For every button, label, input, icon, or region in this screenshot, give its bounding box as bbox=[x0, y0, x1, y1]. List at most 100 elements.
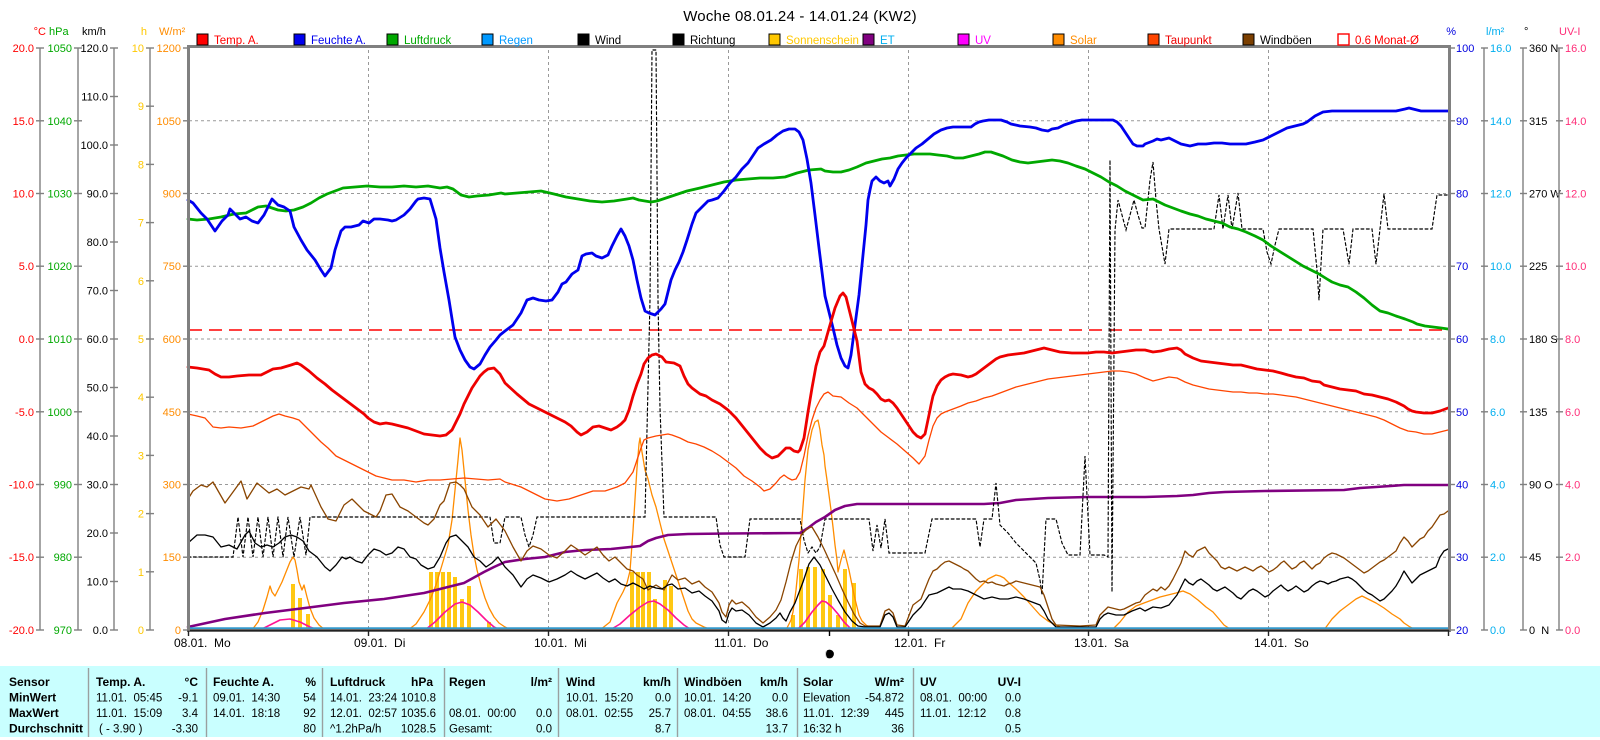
svg-text:16.0: 16.0 bbox=[1565, 43, 1586, 55]
svg-text:270 W: 270 W bbox=[1529, 189, 1561, 201]
svg-text:300: 300 bbox=[163, 480, 181, 492]
svg-text:0.8: 0.8 bbox=[1005, 708, 1021, 720]
svg-text:10.01. 15:20: 10.01. 15:20 bbox=[566, 693, 633, 705]
svg-text:90.0: 90.0 bbox=[87, 189, 108, 201]
svg-text:08.01. Mo: 08.01. Mo bbox=[174, 636, 231, 650]
svg-text:0: 0 bbox=[138, 625, 144, 637]
svg-text:km/h: km/h bbox=[643, 675, 671, 689]
svg-text:0.0: 0.0 bbox=[655, 693, 671, 705]
svg-text:08.01. 00:00: 08.01. 00:00 bbox=[449, 708, 516, 720]
svg-text:0.0: 0.0 bbox=[536, 708, 552, 720]
svg-text:20.0: 20.0 bbox=[87, 528, 108, 540]
svg-text:20: 20 bbox=[1456, 625, 1468, 637]
svg-text:54: 54 bbox=[303, 693, 316, 705]
svg-text:0.0: 0.0 bbox=[536, 724, 552, 736]
svg-text:135: 135 bbox=[1529, 407, 1547, 419]
svg-text:8.0: 8.0 bbox=[1490, 334, 1505, 346]
svg-text:16.0: 16.0 bbox=[1490, 43, 1511, 55]
svg-text:6.0: 6.0 bbox=[1490, 407, 1505, 419]
svg-text:11.01. 12:39: 11.01. 12:39 bbox=[803, 708, 869, 720]
svg-text:-15.0: -15.0 bbox=[9, 552, 34, 564]
svg-text:1020: 1020 bbox=[48, 261, 72, 273]
svg-text:70.0: 70.0 bbox=[87, 286, 108, 298]
svg-text:1030: 1030 bbox=[48, 189, 72, 201]
svg-text:0.5: 0.5 bbox=[1005, 724, 1021, 736]
svg-text:990: 990 bbox=[54, 480, 72, 492]
svg-text:14.0: 14.0 bbox=[1565, 116, 1586, 128]
svg-text:10.0: 10.0 bbox=[87, 577, 108, 589]
svg-text:09.01. 14:30: 09.01. 14:30 bbox=[213, 693, 280, 705]
svg-text:36: 36 bbox=[891, 724, 904, 736]
svg-text:1050: 1050 bbox=[48, 43, 72, 55]
svg-text:08.01. 02:55: 08.01. 02:55 bbox=[566, 708, 633, 720]
svg-text:^1.2hPa/h: ^1.2hPa/h bbox=[330, 724, 381, 736]
svg-text:9: 9 bbox=[138, 101, 144, 113]
svg-text:600: 600 bbox=[163, 334, 181, 346]
svg-text:2.0: 2.0 bbox=[1490, 552, 1505, 564]
svg-text:Temp. A.: Temp. A. bbox=[214, 35, 259, 47]
svg-text:225: 225 bbox=[1529, 261, 1547, 273]
svg-text:11.01. 05:45: 11.01. 05:45 bbox=[96, 693, 162, 705]
svg-text:km/h: km/h bbox=[82, 26, 106, 38]
svg-text:UV-I: UV-I bbox=[998, 675, 1021, 689]
svg-text:0.0: 0.0 bbox=[1005, 693, 1021, 705]
svg-text:Elevation: Elevation bbox=[803, 693, 850, 705]
svg-text:30.0: 30.0 bbox=[87, 480, 108, 492]
svg-text:1010: 1010 bbox=[48, 334, 72, 346]
svg-text:70: 70 bbox=[1456, 261, 1468, 273]
svg-text:Woche 08.01.24 - 14.01.24 (KW2: Woche 08.01.24 - 14.01.24 (KW2) bbox=[683, 8, 917, 25]
svg-text:UV: UV bbox=[920, 675, 937, 689]
svg-text:0.0: 0.0 bbox=[1490, 625, 1505, 637]
svg-text:hPa: hPa bbox=[411, 675, 433, 689]
svg-text:10: 10 bbox=[132, 43, 144, 55]
svg-text:l/m²: l/m² bbox=[1486, 26, 1505, 38]
svg-text:4.0: 4.0 bbox=[1490, 480, 1505, 492]
svg-text:1200: 1200 bbox=[157, 43, 181, 55]
svg-text:2: 2 bbox=[138, 509, 144, 521]
svg-text:Luftdruck: Luftdruck bbox=[404, 35, 452, 47]
svg-text:92: 92 bbox=[303, 708, 316, 720]
svg-text:180 S: 180 S bbox=[1529, 334, 1558, 346]
svg-text:Windböen: Windböen bbox=[1260, 35, 1312, 47]
svg-text:h: h bbox=[141, 26, 147, 38]
svg-text:40.0: 40.0 bbox=[87, 431, 108, 443]
svg-text:0.0: 0.0 bbox=[1565, 625, 1580, 637]
svg-text:Temp. A.: Temp. A. bbox=[96, 675, 145, 689]
svg-text:6.0: 6.0 bbox=[1565, 407, 1580, 419]
svg-text:11.01. Do: 11.01. Do bbox=[714, 636, 769, 650]
svg-text:hPa: hPa bbox=[49, 26, 69, 38]
svg-text:3: 3 bbox=[138, 450, 144, 462]
svg-text:0.0: 0.0 bbox=[93, 625, 108, 637]
svg-text:11.01. 15:09: 11.01. 15:09 bbox=[96, 708, 162, 720]
svg-text:Windböen: Windböen bbox=[684, 675, 742, 689]
svg-text:-9.1: -9.1 bbox=[178, 693, 198, 705]
svg-text:Feuchte A.: Feuchte A. bbox=[213, 675, 274, 689]
svg-text:3.4: 3.4 bbox=[182, 708, 199, 720]
svg-text:Wind: Wind bbox=[566, 675, 595, 689]
svg-text:150: 150 bbox=[163, 552, 181, 564]
svg-text:Solar: Solar bbox=[1070, 35, 1097, 47]
svg-text:15.0: 15.0 bbox=[13, 116, 34, 128]
svg-text:13.7: 13.7 bbox=[766, 724, 788, 736]
svg-text:80: 80 bbox=[303, 724, 316, 736]
svg-text:45: 45 bbox=[1529, 552, 1541, 564]
svg-text:Feuchte A.: Feuchte A. bbox=[311, 35, 366, 47]
svg-text:90 O: 90 O bbox=[1529, 480, 1553, 492]
svg-text:Sonnenschein: Sonnenschein bbox=[786, 35, 859, 47]
svg-text:1010.8: 1010.8 bbox=[401, 693, 436, 705]
svg-text:°C: °C bbox=[34, 26, 46, 38]
svg-text:4.0: 4.0 bbox=[1565, 480, 1580, 492]
svg-text:30: 30 bbox=[1456, 552, 1468, 564]
svg-text:100.0: 100.0 bbox=[80, 140, 108, 152]
svg-text:Wind: Wind bbox=[595, 35, 621, 47]
svg-text:10.0: 10.0 bbox=[1565, 261, 1586, 273]
svg-text:10.0: 10.0 bbox=[13, 189, 34, 201]
svg-text:970: 970 bbox=[54, 625, 72, 637]
svg-text:( - 3.90 ): ( - 3.90 ) bbox=[99, 724, 143, 736]
svg-text:60: 60 bbox=[1456, 334, 1468, 346]
svg-text:14.0: 14.0 bbox=[1490, 116, 1511, 128]
svg-text:100: 100 bbox=[1456, 43, 1474, 55]
svg-text:1: 1 bbox=[138, 567, 144, 579]
svg-text:80: 80 bbox=[1456, 189, 1468, 201]
svg-text:%: % bbox=[305, 675, 316, 689]
